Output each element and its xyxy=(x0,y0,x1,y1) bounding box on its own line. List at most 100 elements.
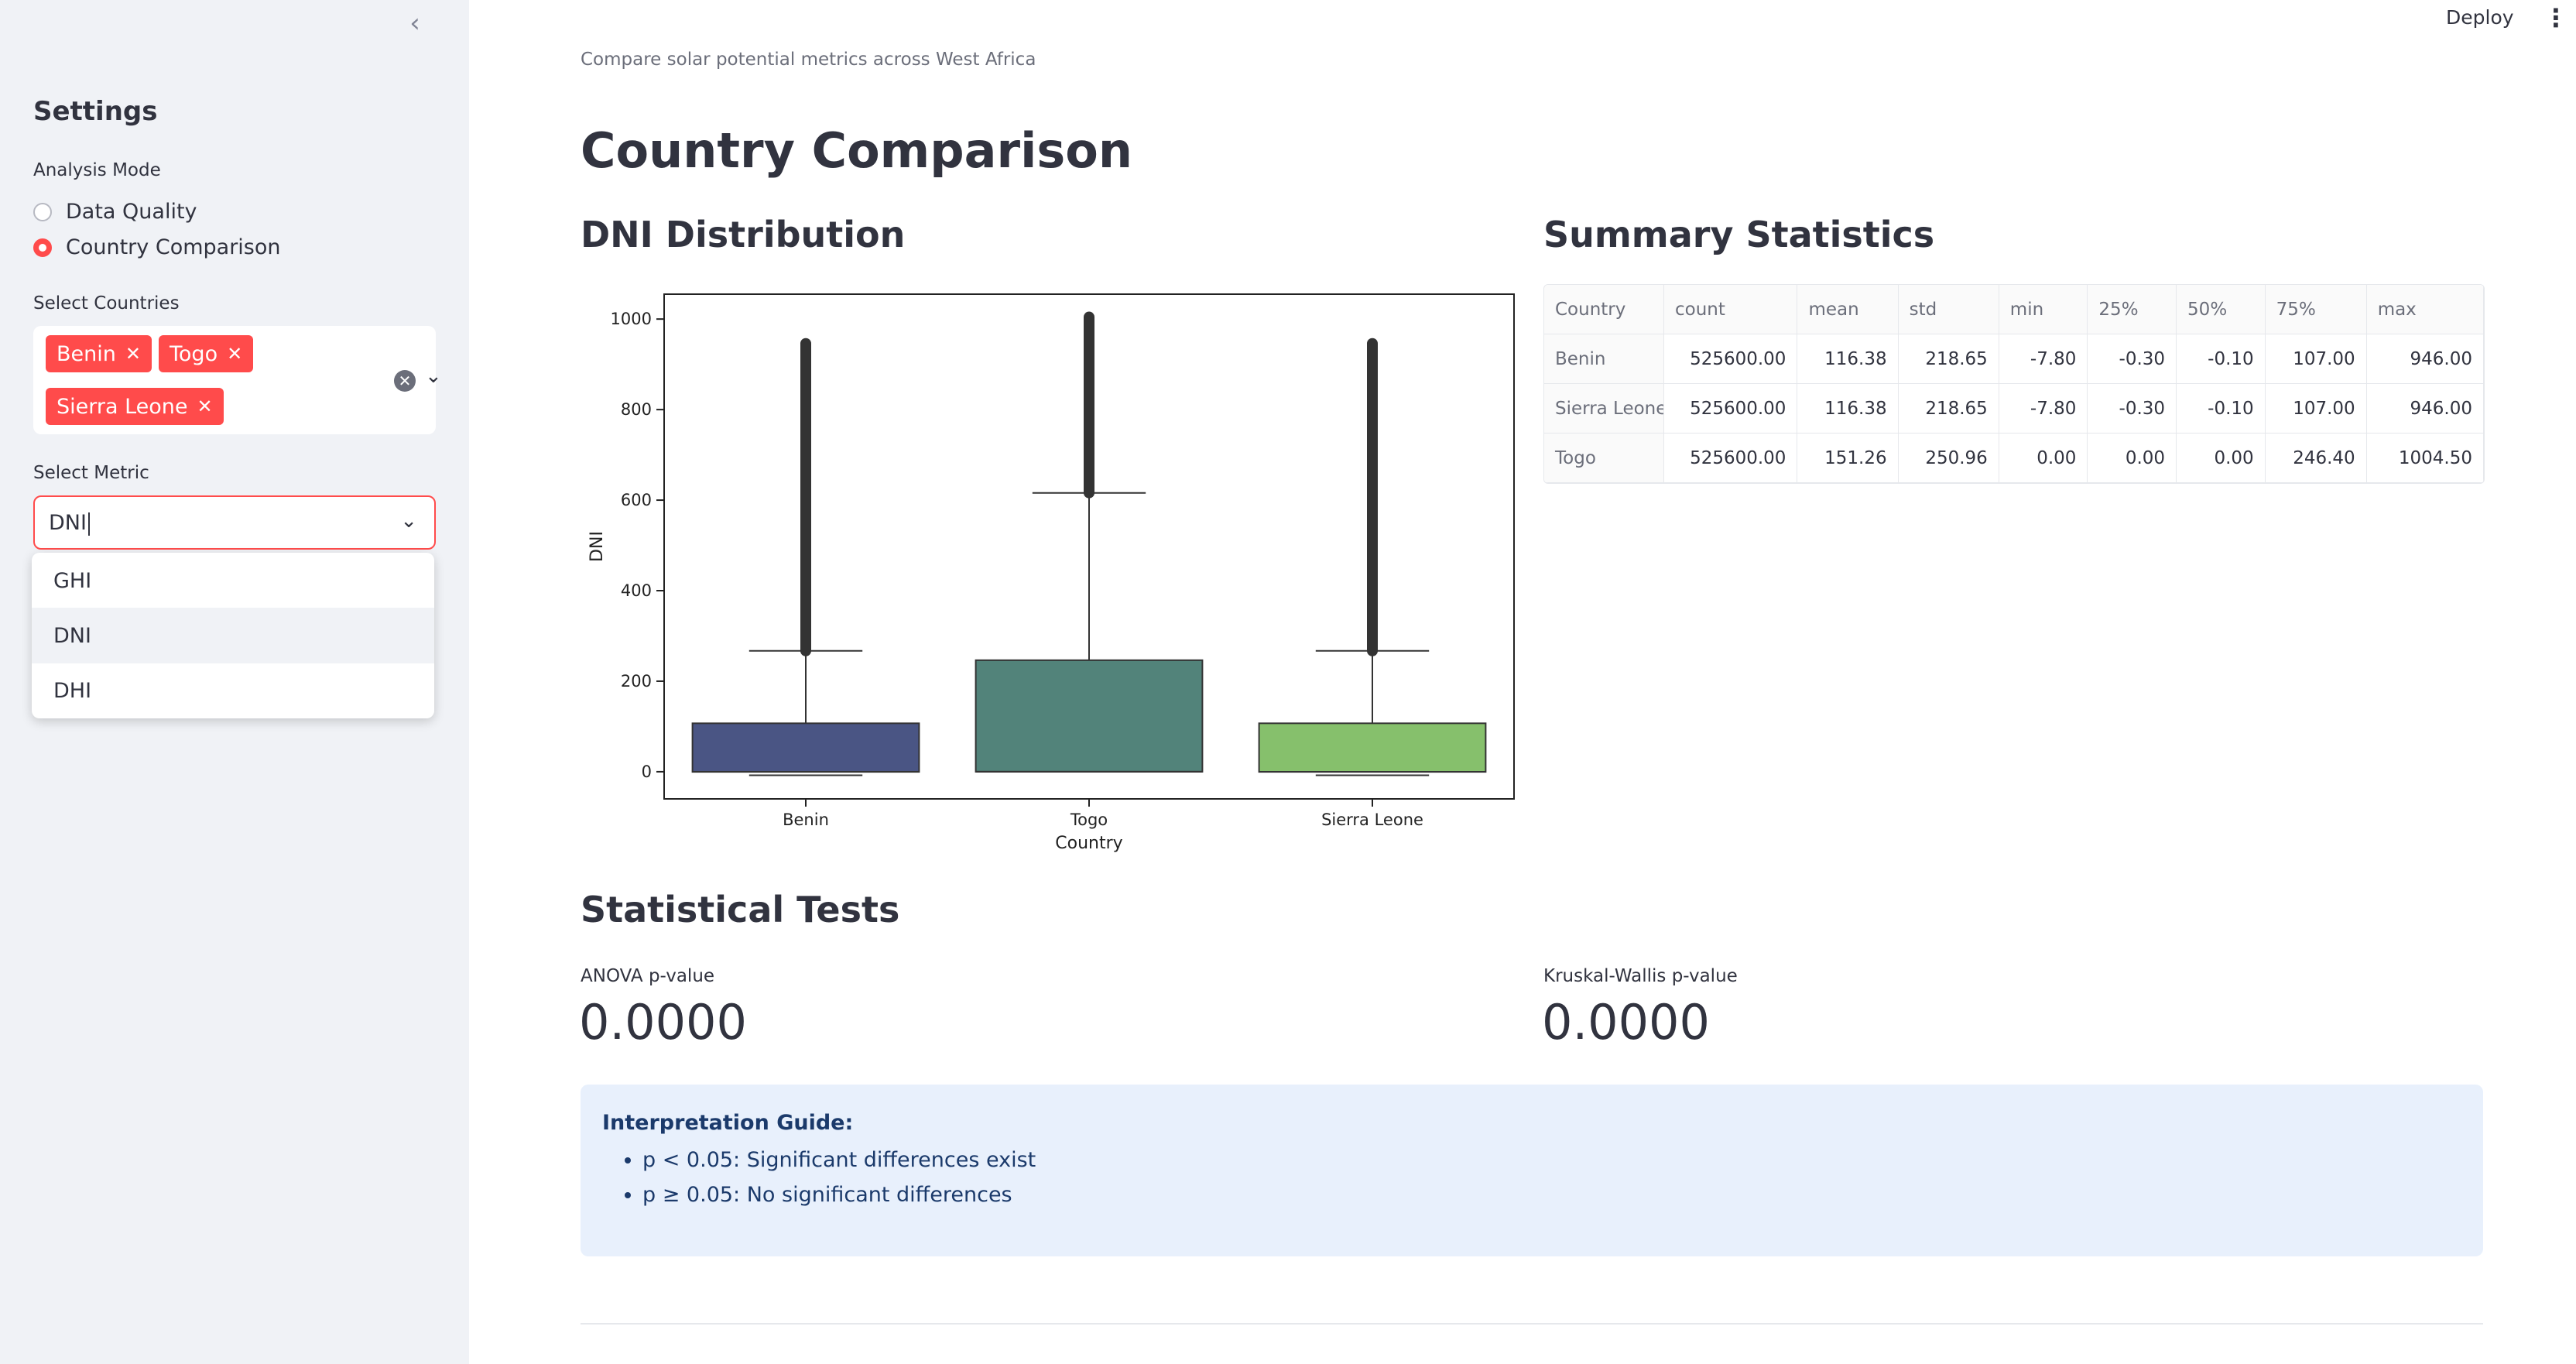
column-header[interactable]: max xyxy=(2366,285,2484,334)
table-cell[interactable]: 525600.00 xyxy=(1663,334,1798,384)
close-icon[interactable]: ✕ xyxy=(227,343,243,365)
table-cell[interactable]: 116.38 xyxy=(1797,334,1899,384)
radio-country-comparison[interactable]: Country Comparison xyxy=(33,235,281,259)
table-row: Sierra Leone 525600.00 116.38 218.65 -7.80 -0… xyxy=(1544,383,2484,434)
y-tick-label: 1000 xyxy=(611,310,652,328)
country-tag-benin[interactable]: Benin ✕ xyxy=(46,335,152,372)
table-cell[interactable]: 525600.00 xyxy=(1663,383,1798,434)
summary-heading: Summary Statistics xyxy=(1543,214,1935,255)
close-icon[interactable]: ✕ xyxy=(125,343,141,365)
kruskal-label: Kruskal-Wallis p-value xyxy=(1543,966,1738,986)
tag-label: Sierra Leone xyxy=(57,394,188,419)
page-caption: Compare solar potential metrics across W… xyxy=(581,50,1036,70)
row-index-cell[interactable]: Togo xyxy=(1544,433,1664,483)
radio-unchecked-icon xyxy=(33,202,52,221)
x-tick-label: Togo xyxy=(1070,811,1108,829)
table-cell[interactable]: -0.30 xyxy=(2087,383,2177,434)
table-cell[interactable]: 946.00 xyxy=(2366,383,2484,434)
table-cell[interactable]: 246.40 xyxy=(2265,433,2367,483)
guide-title: Interpretation Guide: xyxy=(602,1111,854,1135)
anova-value: 0.0000 xyxy=(579,994,747,1050)
y-tick-label: 200 xyxy=(621,672,652,691)
table-cell[interactable]: 151.26 xyxy=(1797,433,1899,483)
box-togo xyxy=(975,659,1204,773)
clear-all-icon[interactable]: ✕ xyxy=(394,370,416,392)
column-header[interactable]: min xyxy=(1999,285,2088,334)
table-header-row: Country count mean std min 25% 50% 75% max xyxy=(1544,285,2484,334)
guide-item: p < 0.05: Significant differences exist xyxy=(642,1148,1036,1172)
column-header[interactable]: count xyxy=(1663,285,1798,334)
close-icon[interactable]: ✕ xyxy=(197,396,213,417)
radio-label: Country Comparison xyxy=(66,235,281,259)
row-index-cell[interactable]: Sierra Leone xyxy=(1544,383,1664,434)
x-axis-label: Country xyxy=(1055,834,1122,853)
text-caret xyxy=(87,512,90,536)
table-cell[interactable]: -7.80 xyxy=(1999,334,2088,384)
radio-checked-icon xyxy=(33,238,52,257)
table-cell[interactable]: 107.00 xyxy=(2265,383,2367,434)
chevron-left-icon[interactable]: ‹ xyxy=(409,8,420,39)
table-cell[interactable]: 1004.50 xyxy=(2366,433,2484,483)
metric-select-value: DNI xyxy=(49,511,87,535)
tests-heading: Statistical Tests xyxy=(581,889,900,930)
countries-multiselect[interactable]: Benin ✕ Togo ✕ Sierra Leone ✕ ✕ ⌄ xyxy=(33,326,442,434)
y-tick-label: 800 xyxy=(621,400,652,419)
y-tick-label: 400 xyxy=(621,581,652,600)
kruskal-value: 0.0000 xyxy=(1542,994,1710,1050)
guide-item: p ≥ 0.05: No significant differences xyxy=(642,1183,1036,1207)
row-index-cell[interactable]: Benin xyxy=(1544,334,1664,384)
dropdown-option-dni[interactable]: DNI xyxy=(32,608,434,663)
x-tick-label: Sierra Leone xyxy=(1321,811,1423,829)
sidebar-title: Settings xyxy=(33,96,158,127)
country-tag-sierra-leone[interactable]: Sierra Leone ✕ xyxy=(46,388,224,425)
box-benin xyxy=(691,722,920,773)
radio-label: Data Quality xyxy=(66,200,197,224)
table-cell[interactable]: 0.00 xyxy=(2176,433,2266,483)
analysis-mode-label: Analysis Mode xyxy=(33,160,161,180)
y-tick-label: 0 xyxy=(642,763,652,781)
kebab-menu-icon[interactable]: ⋮ xyxy=(2543,3,2568,33)
dni-boxplot-chart: 0 200 400 600 800 1000 DNI Benin Togo Sierra Leon… xyxy=(587,293,1515,853)
column-header[interactable]: mean xyxy=(1797,285,1899,334)
column-header[interactable]: 50% xyxy=(2176,285,2266,334)
table-cell[interactable]: 218.65 xyxy=(1898,334,1999,384)
table-cell[interactable]: -7.80 xyxy=(1999,383,2088,434)
table-cell[interactable]: 0.00 xyxy=(2087,433,2177,483)
y-axis-label: DNI xyxy=(587,531,607,562)
chart-heading: DNI Distribution xyxy=(581,214,906,255)
dropdown-option-dhi[interactable]: DHI xyxy=(53,678,92,703)
table-cell[interactable]: 107.00 xyxy=(2265,334,2367,384)
metric-select[interactable]: DNI ⌄ xyxy=(33,495,436,550)
interpretation-guide: Interpretation Guide: p < 0.05: Signific… xyxy=(581,1085,2483,1256)
table-row: Benin 525600.00 116.38 218.65 -7.80 -0.30 -0.1… xyxy=(1544,334,2484,384)
table-cell[interactable]: 218.65 xyxy=(1898,383,1999,434)
divider xyxy=(581,1323,2483,1325)
radio-data-quality[interactable]: Data Quality xyxy=(33,200,197,224)
column-header[interactable]: 25% xyxy=(2087,285,2177,334)
table-cell[interactable]: -0.30 xyxy=(2087,334,2177,384)
tag-label: Benin xyxy=(57,341,116,366)
select-metric-label: Select Metric xyxy=(33,463,149,483)
table-cell[interactable]: -0.10 xyxy=(2176,334,2266,384)
box-sierra-leone xyxy=(1258,722,1487,773)
table-cell[interactable]: 250.96 xyxy=(1898,433,1999,483)
dropdown-option-ghi[interactable]: GHI xyxy=(53,568,92,593)
column-header[interactable]: Country xyxy=(1544,285,1664,334)
metric-select-input[interactable]: DNI xyxy=(49,511,90,536)
table-cell[interactable]: -0.10 xyxy=(2176,383,2266,434)
select-countries-label: Select Countries xyxy=(33,293,180,314)
column-header[interactable]: std xyxy=(1898,285,1999,334)
chevron-down-icon[interactable]: ⌄ xyxy=(425,365,442,388)
table-cell[interactable]: 0.00 xyxy=(1999,433,2088,483)
column-header[interactable]: 75% xyxy=(2265,285,2367,334)
table-cell[interactable]: 946.00 xyxy=(2366,334,2484,384)
table-row: Togo 525600.00 151.26 250.96 0.00 0.00 0.00 246… xyxy=(1544,433,2484,483)
table-cell[interactable]: 525600.00 xyxy=(1663,433,1798,483)
chevron-down-icon[interactable]: ⌄ xyxy=(400,509,417,533)
table-cell[interactable]: 116.38 xyxy=(1797,383,1899,434)
country-tag-togo[interactable]: Togo ✕ xyxy=(159,335,254,372)
deploy-button[interactable]: Deploy xyxy=(2446,6,2514,29)
guide-list: p < 0.05: Significant differences exist … xyxy=(604,1148,1036,1218)
summary-stats-table[interactable]: Country count mean std min 25% 50% 75% max Benin… xyxy=(1543,284,2485,484)
sidebar: ‹ Settings Analysis Mode Data Quality Co… xyxy=(0,0,469,1364)
